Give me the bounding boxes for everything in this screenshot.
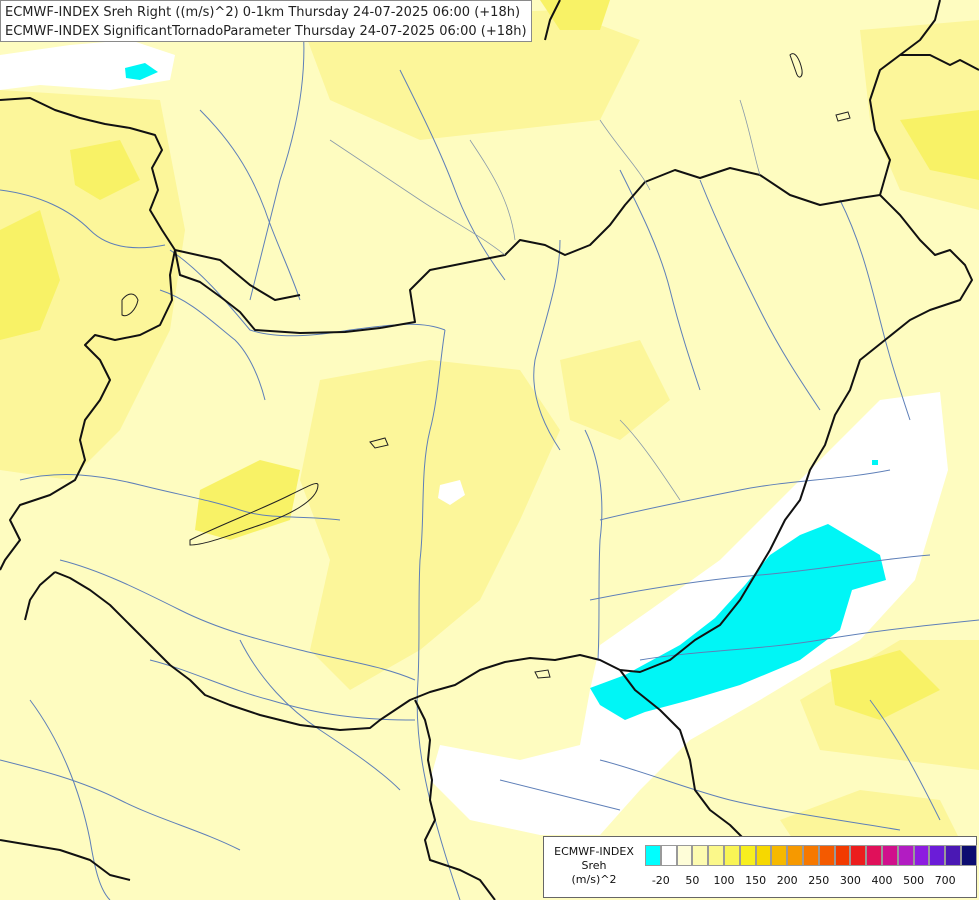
legend-param: Sreh <box>581 859 607 872</box>
legend-swatch <box>913 845 930 866</box>
legend-tick-label: 150 <box>745 874 767 887</box>
legend-swatch <box>787 845 803 866</box>
legend-tick-label: 700 <box>934 874 956 887</box>
sreh-shading-white-small <box>438 480 465 505</box>
title-line-sreh: ECMWF-INDEX Sreh Right ((m/s)^2) 0-1km T… <box>5 5 521 20</box>
legend-swatch <box>739 845 756 866</box>
map-title-box: ECMWF-INDEX Sreh Right ((m/s)^2) 0-1km T… <box>0 0 532 42</box>
legend-swatch <box>676 845 693 866</box>
legend-swatch <box>881 845 898 866</box>
legend-swatch <box>866 845 882 866</box>
legend-swatch <box>850 845 867 866</box>
legend-tick-label: 100 <box>713 874 735 887</box>
legend-swatch <box>929 845 946 866</box>
legend-swatch <box>692 845 709 866</box>
legend-tick-label: 250 <box>808 874 830 887</box>
lakes <box>121 53 851 679</box>
color-legend: ECMWF-INDEX Sreh (m/s)^2 -20 50 100 150 200 2… <box>543 836 977 898</box>
legend-swatch <box>802 845 819 866</box>
sreh-shading-cyan-nw <box>125 63 158 80</box>
legend-swatch <box>771 845 788 866</box>
legend-swatch <box>645 845 661 866</box>
legend-unit: (m/s)^2 <box>571 873 617 886</box>
legend-swatch <box>945 845 961 866</box>
title-line-stp: ECMWF-INDEX SignificantTornadoParameter … <box>5 24 527 39</box>
legend-tick-label: 400 <box>871 874 893 887</box>
legend-swatch <box>818 845 835 866</box>
legend-tick-label: 500 <box>903 874 925 887</box>
sreh-shading-yellow-strong <box>0 0 979 720</box>
legend-tick-label: 200 <box>776 874 798 887</box>
legend-ticks: -20 50 100 150 200 250 300 400 500 700 <box>645 874 975 888</box>
legend-tick-label: 50 <box>685 874 700 887</box>
legend-swatches <box>645 845 977 866</box>
legend-swatch <box>897 845 914 866</box>
legend-swatch <box>755 845 772 866</box>
legend-swatch <box>708 845 724 866</box>
sreh-shading-white <box>430 392 948 835</box>
legend-tick-label: -20 <box>651 874 670 887</box>
legend-swatch <box>960 845 977 866</box>
legend-labels: ECMWF-INDEX Sreh (m/s)^2 <box>544 845 644 887</box>
regional-borders <box>329 99 761 501</box>
legend-source: ECMWF-INDEX <box>554 845 634 858</box>
legend-tick-label: 300 <box>839 874 861 887</box>
legend-swatch <box>723 845 740 866</box>
legend-swatch <box>660 845 677 866</box>
sreh-shading-cyan-dot <box>872 460 878 465</box>
sreh-shading-cyan <box>590 524 886 720</box>
legend-swatch <box>834 845 851 866</box>
